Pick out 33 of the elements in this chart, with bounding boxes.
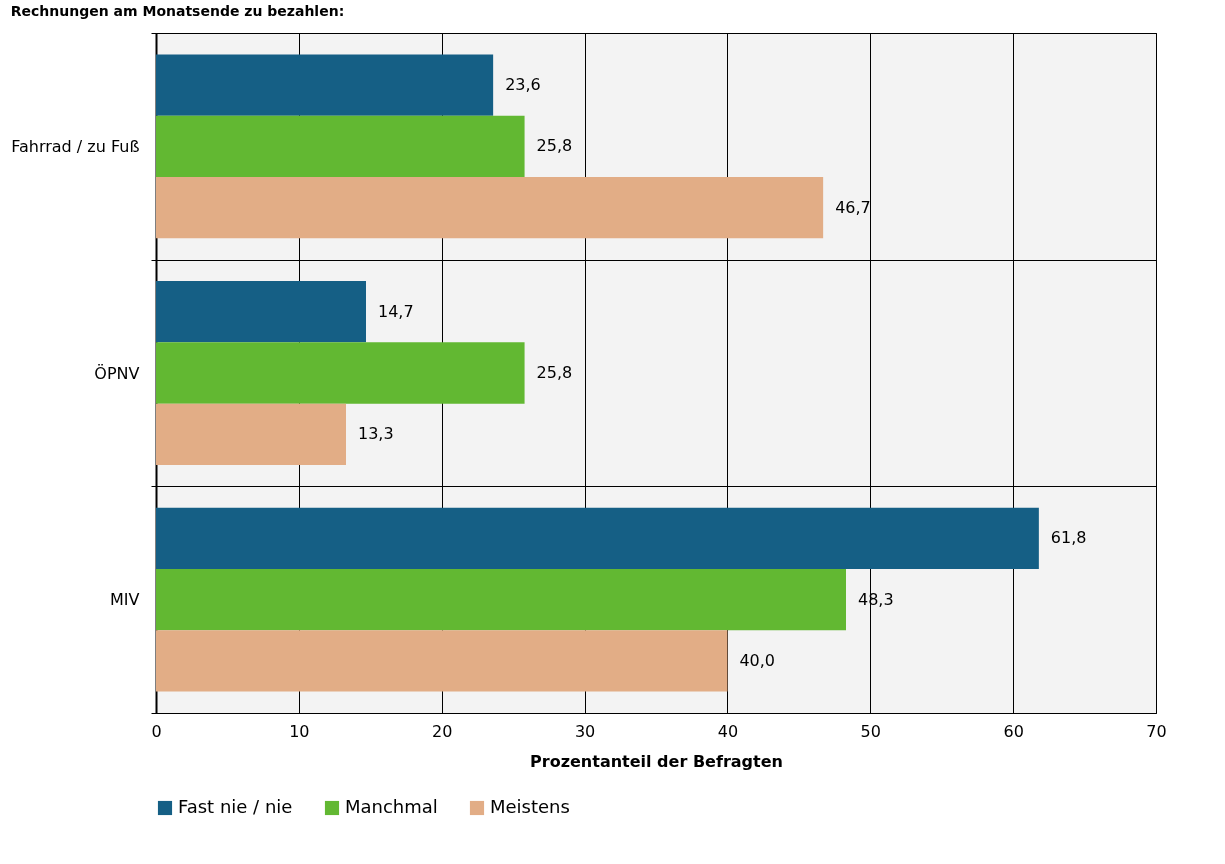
data-label: 61,8: [1050, 528, 1087, 548]
chart-title: Rechnungen am Monatsende zu bezahlen:: [10, 3, 345, 19]
x-tick-label: 10: [289, 721, 310, 741]
y-tick-label: Fahrrad / zu Fuß: [11, 136, 140, 156]
x-tick-label: 50: [860, 721, 881, 741]
y-tick-label: MIV: [110, 590, 140, 610]
bar: [156, 281, 366, 343]
legend-label: Meistens: [490, 796, 570, 817]
legend-label: Manchmal: [345, 796, 438, 817]
data-label: 25,8: [536, 363, 573, 382]
x-tick-label: 20: [432, 721, 453, 741]
x-tick-label: 40: [717, 721, 739, 741]
data-label: 14,7: [378, 301, 414, 321]
legend-label: Fast nie / nie: [178, 796, 293, 817]
bar: [156, 176, 824, 239]
x-axis-title: Prozentanteil der Befragten: [530, 751, 783, 771]
y-tick-label: ÖPNV: [94, 363, 140, 383]
data-label: 23,6: [505, 75, 541, 95]
bar: [156, 342, 525, 404]
data-label: 25,8: [536, 136, 573, 156]
bar: [156, 403, 346, 465]
bar: [156, 507, 1039, 570]
bar: [156, 115, 525, 177]
x-tick-label: 0: [151, 721, 162, 741]
bar: [156, 569, 846, 631]
x-tick-label: 30: [574, 721, 596, 741]
x-tick-label: 70: [1146, 721, 1167, 741]
data-label: 46,7: [835, 197, 871, 217]
bar: [156, 630, 728, 692]
data-label: 13,3: [358, 424, 394, 444]
data-label: 40,0: [739, 650, 776, 670]
x-tick-label: 60: [1003, 721, 1024, 741]
bar: [156, 54, 494, 116]
